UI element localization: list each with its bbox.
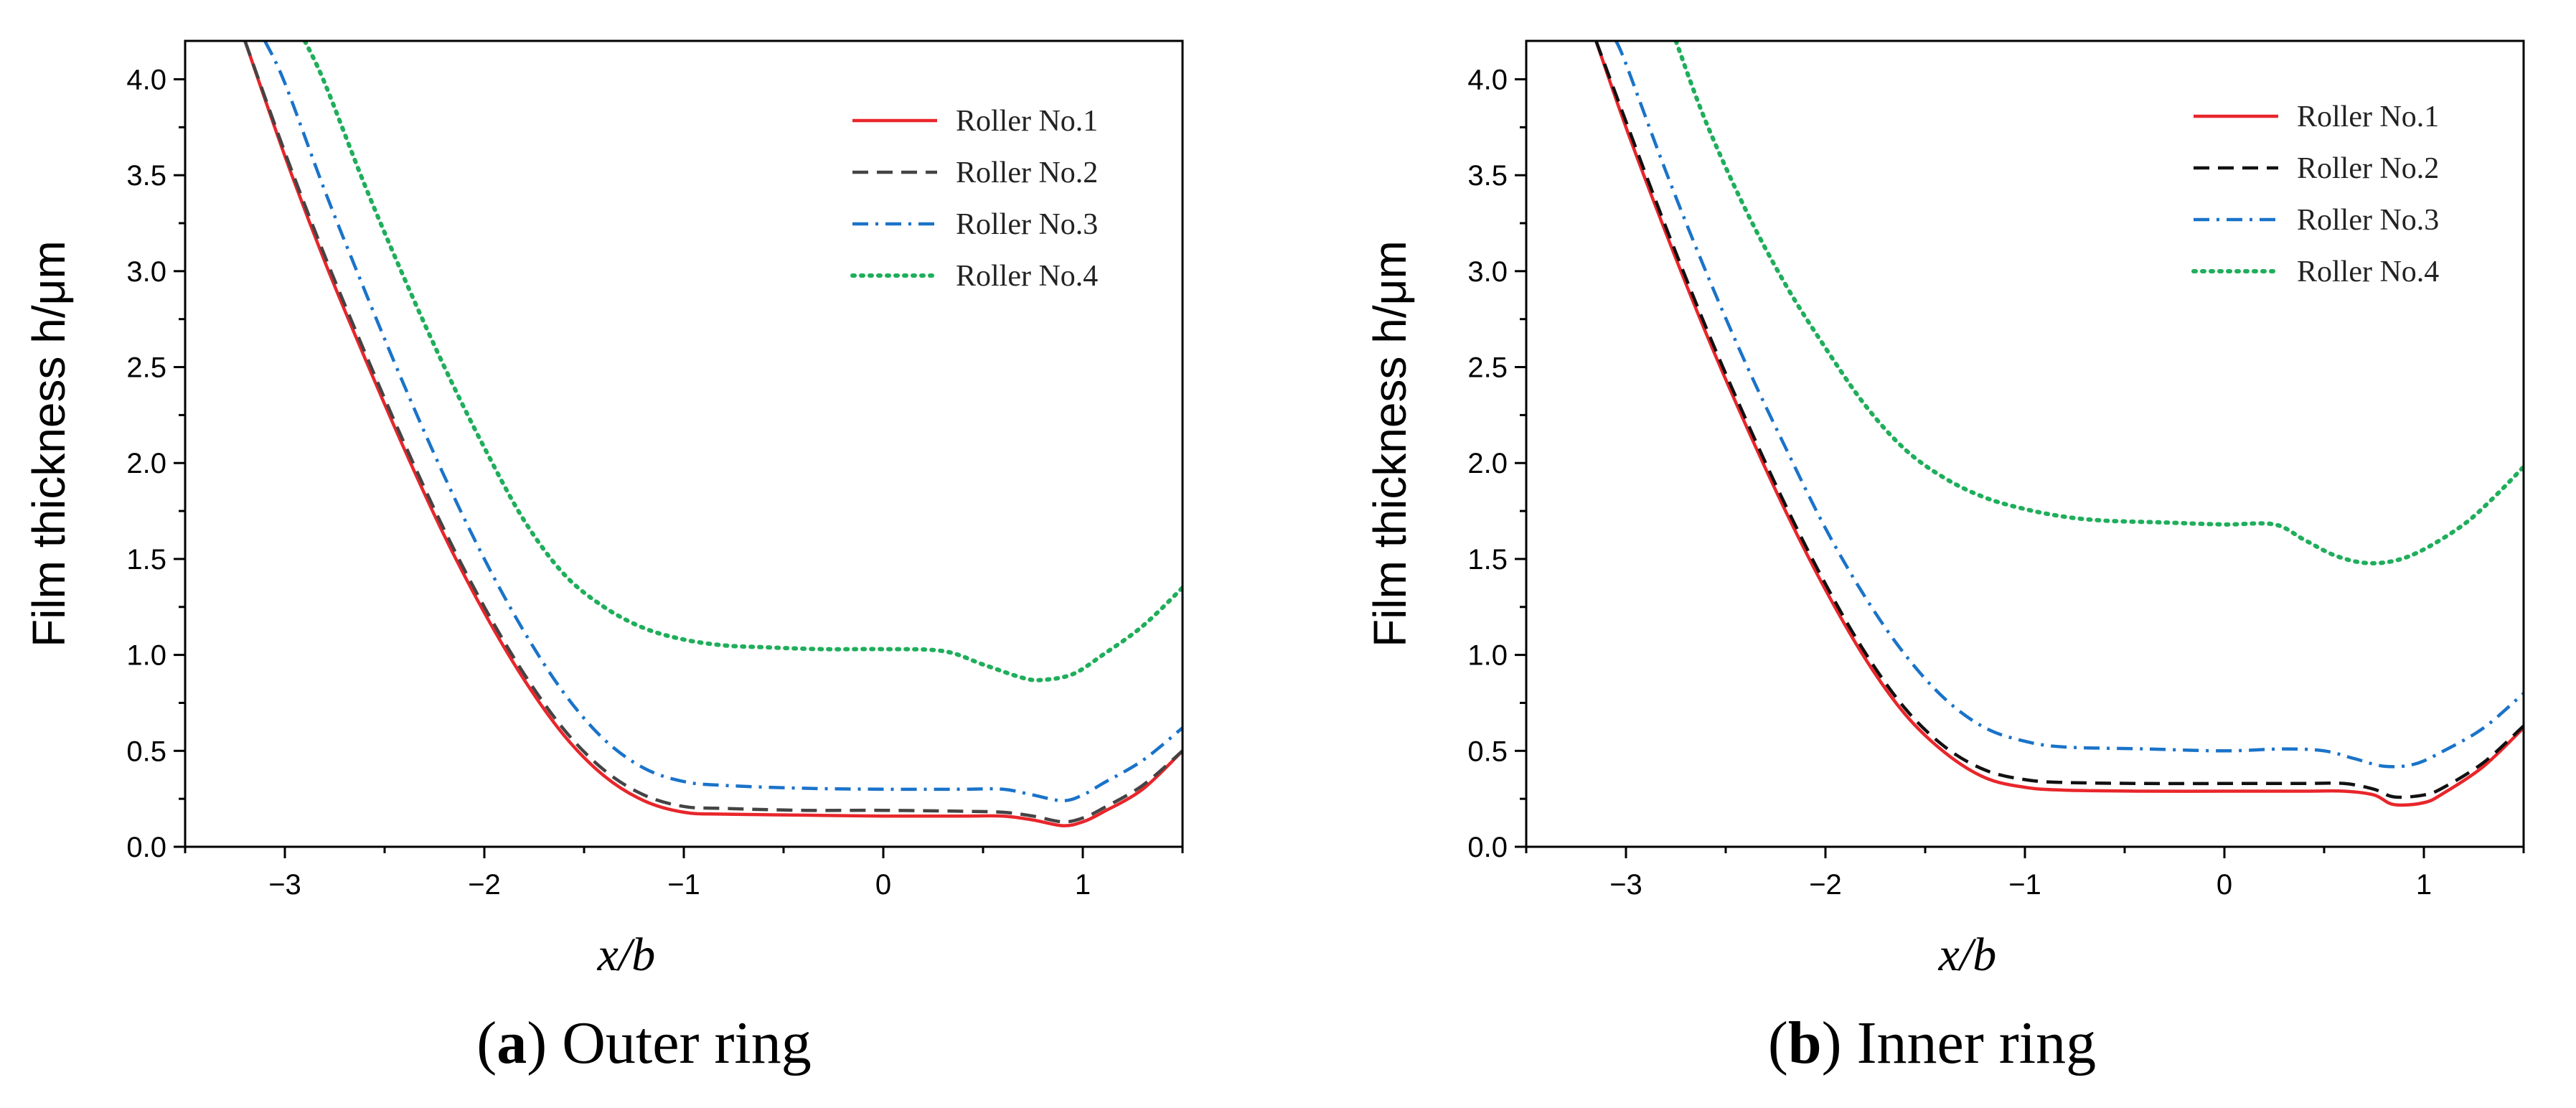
series-line-3 — [1614, 41, 2524, 769]
legend-label-3: Roller No.3 — [2297, 204, 2439, 237]
y-tick-label: 3.5 — [1467, 160, 1508, 192]
legend-label-2: Roller No.2 — [2297, 152, 2439, 185]
series-line-2 — [243, 41, 1183, 824]
series-line-4 — [302, 41, 1183, 682]
caption-inner-ring: (b) Inner ring — [1767, 1010, 2097, 1076]
x-tick-label: −3 — [1609, 869, 1642, 901]
legend-label-4: Roller No.4 — [2297, 255, 2439, 288]
chart-inner-ring: −3 −2 −1 0 1 0.0 0.5 1.0 1.5 2.0 2.5 3.0 3.5 4.0 x/b Fi… — [1364, 39, 2525, 981]
panel-outer-ring: −3 −2 −1 0 1 0.0 0.5 1.0 1.5 2.0 2.5 3.0 3.5 4.0 x/b Fi… — [23, 39, 1184, 1076]
caption-text: Outer ring — [562, 1010, 812, 1076]
y-tick-label: 4.0 — [1467, 64, 1508, 95]
x-axis-title: x/b — [1938, 929, 1997, 981]
series-line-1 — [1594, 41, 2524, 807]
y-tick-label: 4.0 — [126, 64, 166, 95]
y-tick-label: 3.0 — [126, 256, 166, 288]
caption-text: Inner ring — [1856, 1010, 2097, 1076]
panel-inner-ring: −3 −2 −1 0 1 0.0 0.5 1.0 1.5 2.0 2.5 3.0 3.5 4.0 x/b Fi… — [1288, 0, 2576, 1108]
y-tick-label: 0.5 — [1467, 736, 1508, 767]
x-tick-label: 0 — [875, 869, 891, 901]
series-line-4 — [1673, 41, 2524, 565]
y-tick-label: 0.0 — [1467, 832, 1508, 863]
caption-letter: b — [1787, 1010, 1822, 1076]
x-axis-title: x/b — [597, 929, 656, 981]
y-tick-label: 1.5 — [1467, 544, 1508, 576]
y-tick-label: 0.5 — [126, 736, 166, 767]
x-tick-label: −2 — [468, 869, 501, 901]
series-line-3 — [263, 41, 1183, 803]
x-tick-label: −1 — [667, 869, 700, 901]
x-tick-label: −1 — [2008, 869, 2041, 901]
x-tick-label: 1 — [1075, 869, 1091, 901]
y-tick-label: 1.0 — [1467, 640, 1508, 672]
y-tick-label: 2.5 — [126, 352, 166, 384]
legend-label-2: Roller No.2 — [956, 156, 1098, 189]
legend-label-1: Roller No.1 — [956, 105, 1098, 138]
y-tick-label: 2.0 — [1467, 448, 1508, 479]
x-tick-label: 1 — [2416, 869, 2432, 901]
chart-outer-ring: −3 −2 −1 0 1 0.0 0.5 1.0 1.5 2.0 2.5 3.0 3.5 4.0 x/b Fi… — [23, 39, 1184, 981]
x-tick-label: −2 — [1809, 869, 1842, 901]
y-tick-label: 2.5 — [1467, 352, 1508, 384]
y-tick-label: 2.0 — [126, 448, 166, 479]
y-axis-title: Film thickness h/μm — [1364, 240, 1416, 647]
y-tick-label: 1.0 — [126, 640, 166, 672]
series-line-2 — [1594, 41, 2524, 799]
y-tick-label: 1.5 — [126, 544, 166, 576]
legend-label-1: Roller No.1 — [2297, 100, 2439, 133]
caption-letter: a — [497, 1010, 527, 1076]
legend-label-4: Roller No.4 — [956, 260, 1098, 293]
series-line-1 — [243, 41, 1183, 827]
y-axis-title: Film thickness h/μm — [23, 240, 75, 647]
y-tick-label: 3.0 — [1467, 256, 1508, 288]
x-tick-label: −3 — [268, 869, 301, 901]
y-tick-label: 3.5 — [126, 160, 166, 192]
x-tick-label: 0 — [2217, 869, 2232, 901]
caption-outer-ring: (a) Outer ring — [476, 1010, 812, 1076]
legend-label-3: Roller No.3 — [956, 208, 1098, 241]
y-tick-label: 0.0 — [126, 832, 166, 863]
